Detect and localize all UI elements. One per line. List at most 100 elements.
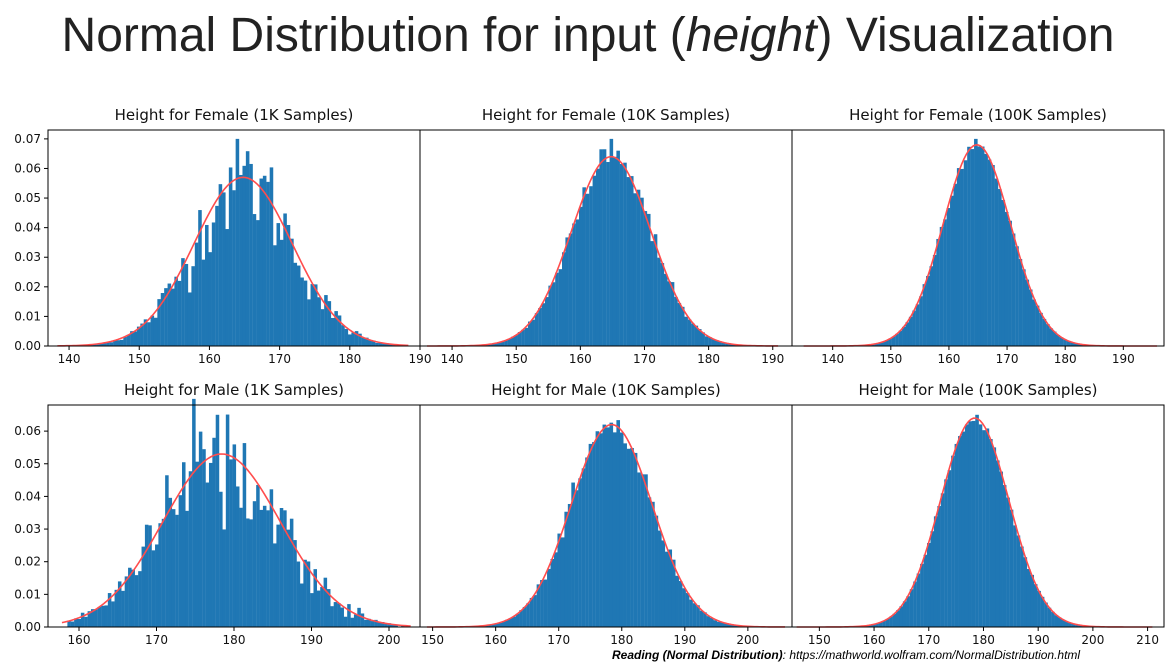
x-tick-label: 180 bbox=[338, 352, 361, 366]
histogram-bar bbox=[368, 340, 372, 346]
histogram-bar bbox=[982, 430, 986, 627]
panel-title: Height for Female (1K Samples) bbox=[115, 106, 354, 124]
histogram-bar bbox=[694, 325, 699, 346]
histogram-bar bbox=[568, 233, 573, 346]
histogram-bar bbox=[640, 197, 644, 346]
histogram-panel: 140 150 160 170 180 190 Height for Female (100… bbox=[791, 106, 1165, 366]
histogram-bar bbox=[507, 338, 512, 346]
histogram-bar bbox=[612, 432, 617, 627]
histogram-bar bbox=[633, 193, 637, 346]
histogram-bar bbox=[351, 332, 355, 346]
y-tick-label: 0.00 bbox=[14, 339, 41, 353]
histogram-bar bbox=[916, 573, 921, 627]
histogram-bar bbox=[960, 168, 964, 346]
histogram-bar bbox=[508, 618, 513, 627]
histogram-bar bbox=[246, 518, 250, 627]
histogram-bar bbox=[995, 460, 1000, 627]
histogram-bar bbox=[956, 168, 961, 346]
reference-url[interactable]: https://mathworld.wolfram.com/NormalDist… bbox=[789, 648, 1081, 662]
histogram-bar bbox=[933, 516, 938, 627]
histogram-bar bbox=[944, 479, 948, 627]
histogram-bar bbox=[967, 146, 971, 346]
histogram-bar bbox=[553, 552, 558, 627]
histogram-bar bbox=[182, 462, 186, 627]
histogram-bar bbox=[296, 265, 301, 346]
histogram-bar bbox=[994, 178, 999, 346]
histogram-bar bbox=[1001, 200, 1006, 346]
histogram-bar bbox=[245, 151, 250, 346]
histogram-bar bbox=[703, 612, 707, 627]
histogram-bar bbox=[626, 177, 631, 346]
histogram-bar bbox=[963, 160, 968, 346]
histogram-bar bbox=[317, 297, 321, 346]
histogram-bar bbox=[734, 625, 738, 627]
histogram-bar bbox=[111, 601, 115, 627]
histogram-bar bbox=[1049, 328, 1054, 346]
histogram-bar bbox=[293, 262, 298, 346]
x-tick-label: 140 bbox=[441, 352, 464, 366]
slide-title: Normal Distribution for input (height) V… bbox=[0, 8, 1176, 63]
histogram-bar bbox=[208, 252, 212, 346]
histogram-bar bbox=[677, 303, 682, 346]
histogram-bar bbox=[555, 272, 559, 346]
histogram-bar bbox=[130, 331, 134, 346]
histogram-bar bbox=[920, 563, 924, 627]
histogram-bar bbox=[616, 150, 620, 346]
histogram-bar bbox=[534, 313, 539, 346]
histogram-bar bbox=[323, 577, 328, 627]
histogram-bar bbox=[985, 428, 990, 627]
histogram-bar bbox=[1030, 574, 1035, 627]
histogram-bar bbox=[664, 551, 669, 627]
histogram-bar bbox=[602, 149, 607, 346]
normal-curve bbox=[426, 155, 779, 347]
histogram-bar bbox=[521, 329, 525, 346]
histogram-bar bbox=[1046, 324, 1050, 346]
histogram-bar bbox=[974, 138, 978, 346]
x-tick-label: 160 bbox=[863, 633, 886, 647]
histogram-bar bbox=[595, 431, 600, 627]
histogram-bar bbox=[202, 449, 206, 627]
histogram-bar bbox=[1037, 590, 1041, 627]
histogram-bar bbox=[646, 213, 651, 346]
histogram-bar bbox=[114, 589, 119, 627]
histogram-bar bbox=[574, 490, 579, 627]
histogram-bar bbox=[971, 420, 976, 627]
histogram-bar bbox=[382, 343, 386, 346]
histogram-bar bbox=[902, 601, 907, 627]
histogram-bar bbox=[330, 317, 335, 346]
histogram-bar bbox=[888, 338, 892, 346]
histogram-bar bbox=[158, 523, 162, 627]
histogram-bar bbox=[661, 540, 666, 627]
reading-reference: Reading (Normal Distribution): https://m… bbox=[612, 648, 1172, 662]
histogram-bar bbox=[713, 620, 718, 627]
histogram-panel: 150 160 170 180 190 200 Height for Male (10K S… bbox=[419, 381, 793, 647]
histogram-bar bbox=[341, 325, 345, 346]
histogram-bar bbox=[947, 470, 952, 627]
histogram-bar bbox=[107, 593, 112, 627]
histogram-bar bbox=[977, 146, 982, 346]
histogram-bar bbox=[913, 581, 917, 627]
histogram-bar bbox=[919, 296, 923, 346]
histogram-bar bbox=[249, 519, 253, 627]
histogram-bar bbox=[936, 238, 940, 346]
histogram-bar bbox=[1073, 343, 1078, 346]
histogram-bar bbox=[667, 281, 671, 346]
histogram-bar bbox=[256, 484, 260, 627]
y-tick-label: 0.03 bbox=[14, 250, 41, 264]
histogram-bar bbox=[644, 474, 648, 627]
histogram-bar bbox=[171, 509, 176, 627]
histogram-bar bbox=[663, 273, 668, 346]
histogram-bar bbox=[188, 471, 193, 627]
x-tick-label: 200 bbox=[1081, 633, 1104, 647]
histogram-bar bbox=[290, 238, 294, 346]
x-tick-label: 210 bbox=[1136, 633, 1159, 647]
histogram-bar bbox=[501, 621, 506, 627]
histogram-bar bbox=[225, 229, 229, 346]
histogram-bar bbox=[1052, 331, 1057, 346]
histogram-bar bbox=[575, 219, 580, 346]
histogram-bar bbox=[987, 159, 992, 346]
histogram-bar bbox=[629, 176, 634, 346]
histogram-bar bbox=[964, 424, 969, 627]
histogram-bar bbox=[211, 222, 216, 346]
